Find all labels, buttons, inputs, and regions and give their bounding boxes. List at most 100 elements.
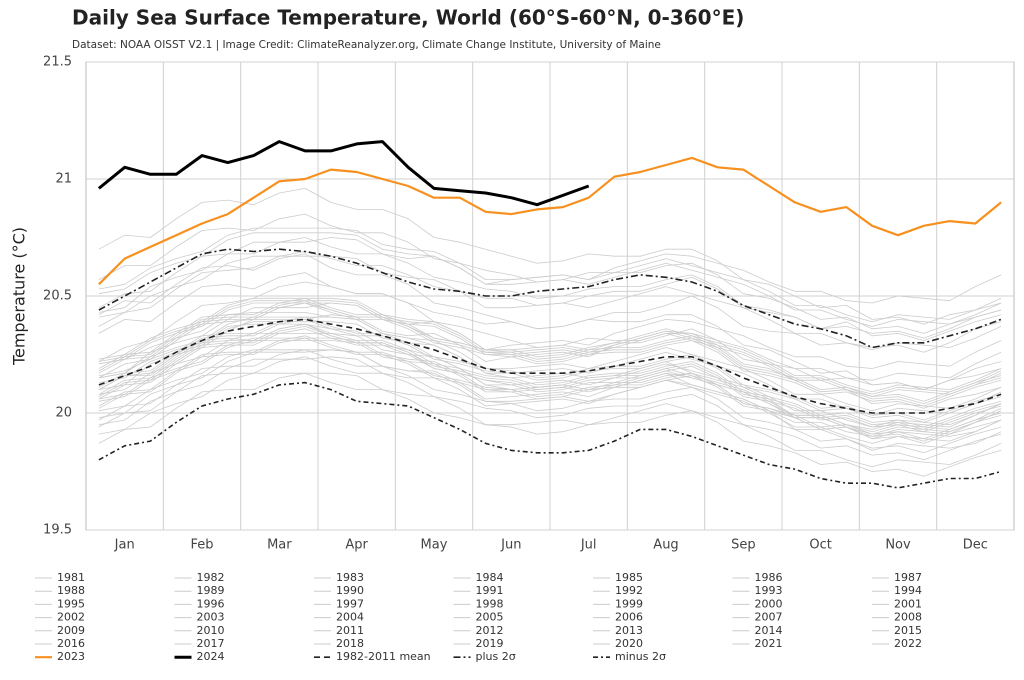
series	[98, 302, 1002, 379]
series-line	[98, 349, 1002, 454]
chart-subtitle: Dataset: NOAA OISST V2.1 | Image Credit:…	[72, 39, 661, 51]
series-line	[98, 248, 1002, 349]
series	[98, 156, 1002, 286]
series	[98, 349, 1002, 454]
legend-label: 2021	[755, 637, 783, 650]
series-line	[97, 140, 590, 207]
series-line	[98, 188, 1002, 325]
series-line	[98, 381, 1002, 489]
legend-label: 1999	[615, 597, 643, 610]
series-line	[98, 372, 1002, 468]
series-line	[98, 213, 1002, 334]
series-line	[98, 318, 1002, 414]
legend-label: 2024	[197, 650, 225, 663]
x-tick-label: May	[421, 538, 448, 553]
legend-label: 2009	[57, 624, 85, 637]
x-tick-label: Jul	[580, 538, 597, 553]
legend-label: 1995	[57, 597, 85, 610]
legend-label: 1996	[197, 597, 225, 610]
y-tick-label: 21	[55, 172, 72, 187]
series	[98, 326, 1002, 430]
series-line	[98, 326, 1002, 430]
series	[98, 300, 1002, 404]
legend-label: 2000	[755, 597, 783, 610]
y-tick-label: 20.5	[43, 289, 72, 304]
series	[98, 356, 1002, 437]
series	[98, 372, 1002, 468]
legend-label: 1989	[197, 584, 225, 597]
legend-label: 1981	[57, 571, 85, 584]
legend-label: 1992	[615, 584, 643, 597]
series-line	[98, 372, 1002, 477]
y-axis-label: Temperature (°C)	[10, 227, 29, 366]
legend-label: 1984	[476, 571, 504, 584]
legend-label: 1994	[894, 584, 922, 597]
legend-label: 1998	[476, 597, 504, 610]
series-line	[98, 316, 1002, 421]
series	[98, 372, 1002, 477]
legend-label: 1987	[894, 571, 922, 584]
legend-label: 2018	[336, 637, 364, 650]
series-line	[98, 356, 1002, 461]
series-line	[98, 316, 1002, 412]
legend-label: 2006	[615, 611, 643, 624]
legend-label: 2015	[894, 624, 922, 637]
y-tick-label: 20	[55, 406, 72, 421]
x-tick-label: Nov	[885, 538, 911, 553]
series-line	[98, 297, 1002, 402]
x-tick-label: Mar	[267, 538, 292, 553]
series-line	[98, 314, 1002, 390]
legend-label: 2005	[476, 611, 504, 624]
series-line	[98, 255, 1002, 351]
legend-label: plus 2σ	[476, 650, 516, 663]
series	[98, 323, 1002, 428]
series	[98, 213, 1002, 334]
legend-label: 2022	[894, 637, 922, 650]
legend-label: 2001	[894, 597, 922, 610]
legend-label: 2016	[57, 637, 85, 650]
series	[98, 255, 1002, 351]
series	[98, 333, 1002, 428]
legend-label: 2012	[476, 624, 504, 637]
series-line	[98, 340, 1002, 435]
series	[98, 356, 1002, 461]
series	[98, 316, 1002, 421]
legend-label: 2019	[476, 637, 504, 650]
x-tick-label: Aug	[653, 538, 678, 553]
legend-label: 1997	[336, 597, 364, 610]
chart-title: Daily Sea Surface Temperature, World (60…	[72, 6, 744, 30]
legend-label: 2002	[57, 611, 85, 624]
legend-label: minus 2σ	[615, 650, 666, 663]
legend-label: 1993	[755, 584, 783, 597]
series-line	[98, 302, 1002, 390]
legend-label: 2010	[197, 624, 225, 637]
x-tick-label: Jun	[500, 538, 521, 553]
series-line	[98, 356, 1002, 437]
legend-label: 1986	[755, 571, 783, 584]
x-tick-label: Feb	[190, 538, 213, 553]
legend-label: 1990	[336, 584, 364, 597]
series	[98, 227, 1002, 323]
legend-label: 2003	[197, 611, 225, 624]
series	[98, 318, 1002, 414]
legend-label: 2008	[894, 611, 922, 624]
series	[98, 316, 1002, 412]
series-line	[98, 237, 1002, 341]
legend-label: 1983	[336, 571, 364, 584]
series-line	[98, 333, 1002, 428]
legend-label: 1982	[197, 571, 225, 584]
legend-label: 1982-2011 mean	[336, 650, 431, 663]
series-line	[98, 312, 1002, 440]
y-tick-label: 21.5	[43, 55, 72, 70]
series-line	[98, 156, 1002, 286]
series-line	[98, 323, 1002, 428]
legend-label: 2011	[336, 624, 364, 637]
x-tick-label: Jan	[114, 538, 135, 553]
series	[98, 302, 1002, 390]
legend-label: 1988	[57, 584, 85, 597]
y-tick-label: 19.5	[43, 523, 72, 538]
legend-label: 2007	[755, 611, 783, 624]
x-tick-label: Sep	[731, 538, 756, 553]
series	[98, 248, 1002, 349]
